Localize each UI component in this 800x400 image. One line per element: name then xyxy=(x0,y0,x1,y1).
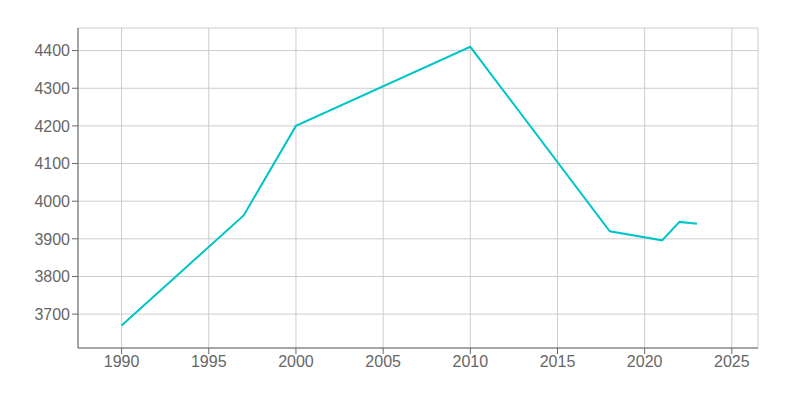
svg-text:2020: 2020 xyxy=(627,353,663,370)
svg-text:2005: 2005 xyxy=(365,353,401,370)
svg-text:4400: 4400 xyxy=(34,42,70,59)
svg-text:3800: 3800 xyxy=(34,268,70,285)
svg-text:1990: 1990 xyxy=(104,353,140,370)
svg-text:4000: 4000 xyxy=(34,193,70,210)
svg-text:1995: 1995 xyxy=(191,353,227,370)
svg-text:2000: 2000 xyxy=(278,353,314,370)
svg-text:2015: 2015 xyxy=(540,353,576,370)
svg-text:4300: 4300 xyxy=(34,80,70,97)
svg-text:3700: 3700 xyxy=(34,306,70,323)
svg-text:3900: 3900 xyxy=(34,231,70,248)
svg-text:4100: 4100 xyxy=(34,155,70,172)
svg-text:2010: 2010 xyxy=(453,353,489,370)
svg-text:2025: 2025 xyxy=(714,353,750,370)
svg-text:4200: 4200 xyxy=(34,118,70,135)
